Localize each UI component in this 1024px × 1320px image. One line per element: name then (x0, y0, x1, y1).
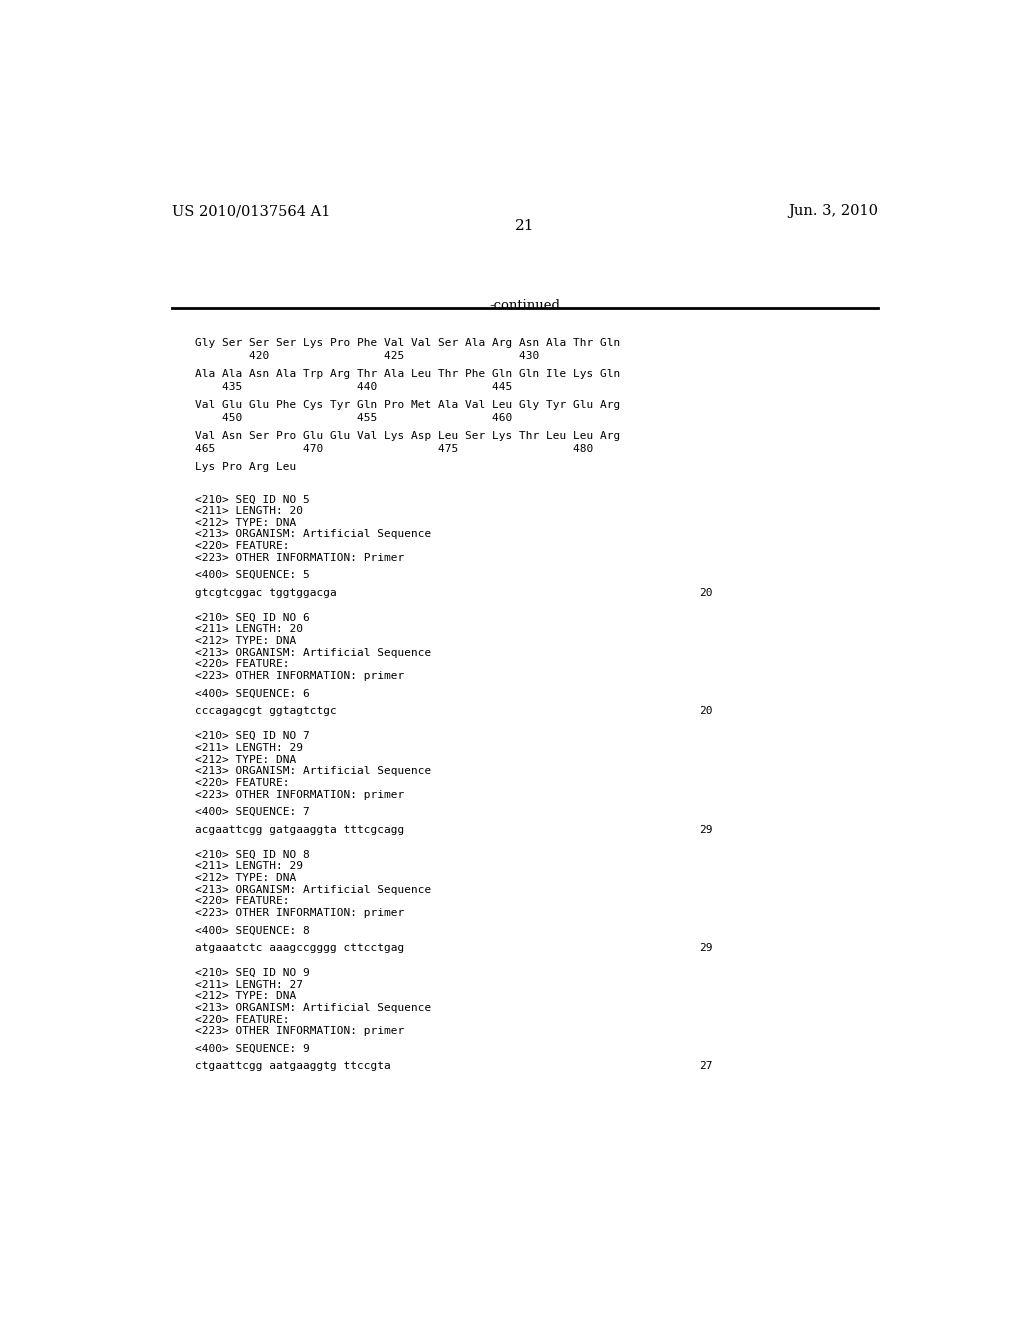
Text: <212> TYPE: DNA: <212> TYPE: DNA (196, 755, 297, 764)
Text: <223> OTHER INFORMATION: primer: <223> OTHER INFORMATION: primer (196, 1027, 404, 1036)
Text: 20: 20 (699, 706, 713, 717)
Text: <212> TYPE: DNA: <212> TYPE: DNA (196, 636, 297, 645)
Text: <210> SEQ ID NO 8: <210> SEQ ID NO 8 (196, 850, 310, 859)
Text: <400> SEQUENCE: 7: <400> SEQUENCE: 7 (196, 807, 310, 817)
Text: <400> SEQUENCE: 5: <400> SEQUENCE: 5 (196, 570, 310, 579)
Text: <220> FEATURE:: <220> FEATURE: (196, 896, 290, 907)
Text: <223> OTHER INFORMATION: Primer: <223> OTHER INFORMATION: Primer (196, 553, 404, 562)
Text: <210> SEQ ID NO 5: <210> SEQ ID NO 5 (196, 494, 310, 504)
Text: ctgaattcgg aatgaaggtg ttccgta: ctgaattcgg aatgaaggtg ttccgta (196, 1061, 391, 1072)
Text: Gly Ser Ser Ser Lys Pro Phe Val Val Ser Ala Arg Asn Ala Thr Gln: Gly Ser Ser Ser Lys Pro Phe Val Val Ser … (196, 338, 621, 347)
Text: Val Glu Glu Phe Cys Tyr Gln Pro Met Ala Val Leu Gly Tyr Glu Arg: Val Glu Glu Phe Cys Tyr Gln Pro Met Ala … (196, 400, 621, 409)
Text: -continued: -continued (489, 298, 560, 312)
Text: <210> SEQ ID NO 6: <210> SEQ ID NO 6 (196, 612, 310, 623)
Text: 29: 29 (699, 825, 713, 834)
Text: cccagagcgt ggtagtctgc: cccagagcgt ggtagtctgc (196, 706, 337, 717)
Text: <210> SEQ ID NO 7: <210> SEQ ID NO 7 (196, 731, 310, 741)
Text: <212> TYPE: DNA: <212> TYPE: DNA (196, 873, 297, 883)
Text: <213> ORGANISM: Artificial Sequence: <213> ORGANISM: Artificial Sequence (196, 884, 432, 895)
Text: <220> FEATURE:: <220> FEATURE: (196, 541, 290, 550)
Text: 465             470                 475                 480: 465 470 475 480 (196, 444, 594, 454)
Text: <211> LENGTH: 20: <211> LENGTH: 20 (196, 506, 303, 516)
Text: <223> OTHER INFORMATION: primer: <223> OTHER INFORMATION: primer (196, 908, 404, 917)
Text: 27: 27 (699, 1061, 713, 1072)
Text: <212> TYPE: DNA: <212> TYPE: DNA (196, 991, 297, 1002)
Text: <400> SEQUENCE: 9: <400> SEQUENCE: 9 (196, 1044, 310, 1053)
Text: 20: 20 (699, 587, 713, 598)
Text: <210> SEQ ID NO 9: <210> SEQ ID NO 9 (196, 968, 310, 978)
Text: <213> ORGANISM: Artificial Sequence: <213> ORGANISM: Artificial Sequence (196, 529, 432, 540)
Text: <213> ORGANISM: Artificial Sequence: <213> ORGANISM: Artificial Sequence (196, 766, 432, 776)
Text: <223> OTHER INFORMATION: primer: <223> OTHER INFORMATION: primer (196, 671, 404, 681)
Text: <223> OTHER INFORMATION: primer: <223> OTHER INFORMATION: primer (196, 789, 404, 800)
Text: <212> TYPE: DNA: <212> TYPE: DNA (196, 517, 297, 528)
Text: Lys Pro Arg Leu: Lys Pro Arg Leu (196, 462, 297, 471)
Text: <220> FEATURE:: <220> FEATURE: (196, 660, 290, 669)
Text: gtcgtcggac tggtggacga: gtcgtcggac tggtggacga (196, 587, 337, 598)
Text: <211> LENGTH: 20: <211> LENGTH: 20 (196, 624, 303, 635)
Text: US 2010/0137564 A1: US 2010/0137564 A1 (172, 205, 330, 218)
Text: Ala Ala Asn Ala Trp Arg Thr Ala Leu Thr Phe Gln Gln Ile Lys Gln: Ala Ala Asn Ala Trp Arg Thr Ala Leu Thr … (196, 368, 621, 379)
Text: <213> ORGANISM: Artificial Sequence: <213> ORGANISM: Artificial Sequence (196, 648, 432, 657)
Text: 21: 21 (515, 219, 535, 234)
Text: 420                 425                 430: 420 425 430 (196, 351, 540, 360)
Text: Val Asn Ser Pro Glu Glu Val Lys Asp Leu Ser Lys Thr Leu Leu Arg: Val Asn Ser Pro Glu Glu Val Lys Asp Leu … (196, 430, 621, 441)
Text: <400> SEQUENCE: 6: <400> SEQUENCE: 6 (196, 689, 310, 698)
Text: <211> LENGTH: 27: <211> LENGTH: 27 (196, 979, 303, 990)
Text: acgaattcgg gatgaaggta tttcgcagg: acgaattcgg gatgaaggta tttcgcagg (196, 825, 404, 834)
Text: <211> LENGTH: 29: <211> LENGTH: 29 (196, 743, 303, 752)
Text: <400> SEQUENCE: 8: <400> SEQUENCE: 8 (196, 925, 310, 936)
Text: 29: 29 (699, 942, 713, 953)
Text: 435                 440                 445: 435 440 445 (196, 381, 513, 392)
Text: atgaaatctc aaagccgggg cttcctgag: atgaaatctc aaagccgggg cttcctgag (196, 942, 404, 953)
Text: 450                 455                 460: 450 455 460 (196, 413, 513, 422)
Text: <220> FEATURE:: <220> FEATURE: (196, 777, 290, 788)
Text: Jun. 3, 2010: Jun. 3, 2010 (787, 205, 878, 218)
Text: <211> LENGTH: 29: <211> LENGTH: 29 (196, 861, 303, 871)
Text: <213> ORGANISM: Artificial Sequence: <213> ORGANISM: Artificial Sequence (196, 1003, 432, 1012)
Text: <220> FEATURE:: <220> FEATURE: (196, 1015, 290, 1024)
